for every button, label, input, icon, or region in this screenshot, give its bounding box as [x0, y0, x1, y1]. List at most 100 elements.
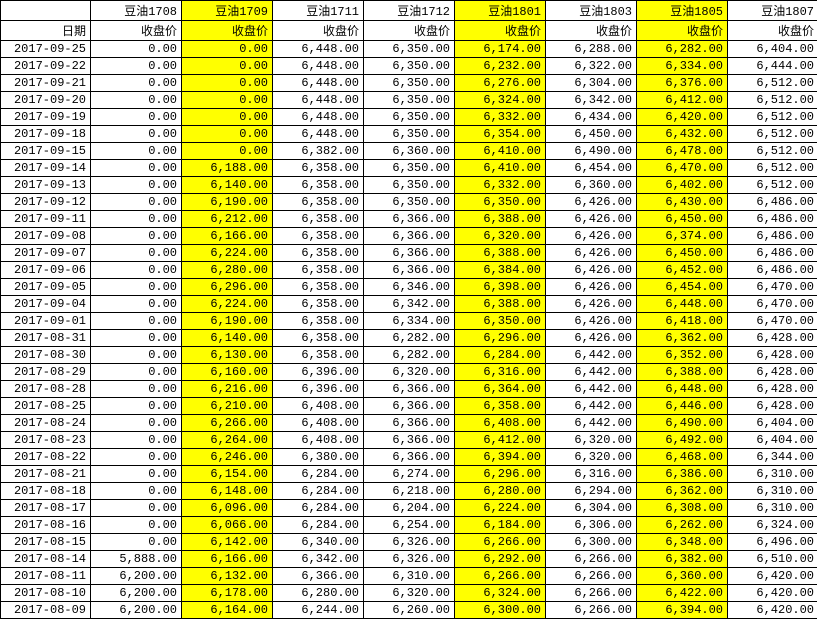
value-cell: 0.00 — [182, 143, 273, 160]
date-cell: 2017-08-30 — [1, 347, 91, 364]
value-cell: 6,490.00 — [546, 143, 637, 160]
table-row: 2017-09-110.006,212.006,358.006,366.006,… — [1, 211, 817, 228]
value-cell: 6,362.00 — [637, 483, 728, 500]
value-cell: 6,442.00 — [546, 364, 637, 381]
value-cell: 6,200.00 — [91, 602, 182, 619]
date-cell: 2017-09-13 — [1, 177, 91, 194]
value-cell: 6,316.00 — [546, 466, 637, 483]
value-cell: 6,254.00 — [364, 517, 455, 534]
value-cell: 6,426.00 — [546, 245, 637, 262]
value-cell: 6,426.00 — [546, 228, 637, 245]
table-row: 2017-09-050.006,296.006,358.006,346.006,… — [1, 279, 817, 296]
value-cell: 0.00 — [91, 347, 182, 364]
contract-header: 豆油1807 — [728, 1, 817, 21]
value-cell: 6,448.00 — [273, 92, 364, 109]
table-row: 2017-08-106,200.006,178.006,280.006,320.… — [1, 585, 817, 602]
value-cell: 0.00 — [91, 109, 182, 126]
value-cell: 6,284.00 — [273, 500, 364, 517]
value-cell: 6,420.00 — [728, 568, 817, 585]
value-cell: 6,448.00 — [273, 109, 364, 126]
value-cell: 6,360.00 — [637, 568, 728, 585]
value-cell: 6,140.00 — [182, 177, 273, 194]
value-cell: 6,292.00 — [455, 551, 546, 568]
value-cell: 6,412.00 — [455, 432, 546, 449]
value-cell: 6,350.00 — [364, 92, 455, 109]
value-cell: 6,428.00 — [728, 347, 817, 364]
value-cell: 6,350.00 — [455, 313, 546, 330]
table-row: 2017-08-150.006,142.006,340.006,326.006,… — [1, 534, 817, 551]
value-cell: 6,320.00 — [546, 432, 637, 449]
value-cell: 0.00 — [182, 126, 273, 143]
value-cell: 6,388.00 — [637, 364, 728, 381]
value-cell: 6,130.00 — [182, 347, 273, 364]
value-cell: 0.00 — [91, 41, 182, 58]
table-row: 2017-09-060.006,280.006,358.006,366.006,… — [1, 262, 817, 279]
table-row: 2017-09-250.000.006,448.006,350.006,174.… — [1, 41, 817, 58]
value-cell: 6,452.00 — [637, 262, 728, 279]
date-cell: 2017-08-23 — [1, 432, 91, 449]
value-cell: 0.00 — [91, 58, 182, 75]
table-row: 2017-08-210.006,154.006,284.006,274.006,… — [1, 466, 817, 483]
table-row: 2017-08-180.006,148.006,284.006,218.006,… — [1, 483, 817, 500]
value-cell: 6,366.00 — [364, 245, 455, 262]
value-cell: 6,510.00 — [728, 551, 817, 568]
value-cell: 6,382.00 — [637, 551, 728, 568]
value-cell: 6,382.00 — [273, 143, 364, 160]
value-cell: 6,394.00 — [637, 602, 728, 619]
value-cell: 6,366.00 — [364, 432, 455, 449]
header-empty — [1, 1, 91, 21]
table-row: 2017-09-190.000.006,448.006,350.006,332.… — [1, 109, 817, 126]
value-cell: 0.00 — [91, 398, 182, 415]
value-cell: 6,470.00 — [728, 313, 817, 330]
date-cell: 2017-09-06 — [1, 262, 91, 279]
contract-header: 豆油1712 — [364, 1, 455, 21]
date-cell: 2017-08-15 — [1, 534, 91, 551]
value-cell: 6,426.00 — [546, 279, 637, 296]
value-cell: 6,450.00 — [637, 211, 728, 228]
table-row: 2017-08-230.006,264.006,408.006,366.006,… — [1, 432, 817, 449]
value-cell: 6,428.00 — [728, 330, 817, 347]
table-row: 2017-09-200.000.006,448.006,350.006,324.… — [1, 92, 817, 109]
close-price-header: 收盘价 — [364, 21, 455, 41]
value-cell: 0.00 — [182, 58, 273, 75]
date-cell: 2017-09-14 — [1, 160, 91, 177]
date-cell: 2017-09-18 — [1, 126, 91, 143]
value-cell: 6,334.00 — [637, 58, 728, 75]
value-cell: 6,282.00 — [364, 347, 455, 364]
value-cell: 6,224.00 — [182, 296, 273, 313]
value-cell: 6,266.00 — [182, 415, 273, 432]
value-cell: 6,404.00 — [728, 415, 817, 432]
date-cell: 2017-09-19 — [1, 109, 91, 126]
table-row: 2017-08-096,200.006,164.006,244.006,260.… — [1, 602, 817, 619]
value-cell: 6,396.00 — [273, 381, 364, 398]
table-row: 2017-09-040.006,224.006,358.006,342.006,… — [1, 296, 817, 313]
value-cell: 0.00 — [91, 500, 182, 517]
value-cell: 6,342.00 — [364, 296, 455, 313]
value-cell: 6,200.00 — [91, 585, 182, 602]
table-row: 2017-09-220.000.006,448.006,350.006,232.… — [1, 58, 817, 75]
value-cell: 0.00 — [91, 245, 182, 262]
value-cell: 6,490.00 — [637, 415, 728, 432]
value-cell: 6,386.00 — [637, 466, 728, 483]
value-cell: 6,350.00 — [364, 109, 455, 126]
value-cell: 6,358.00 — [273, 211, 364, 228]
value-cell: 6,164.00 — [182, 602, 273, 619]
date-cell: 2017-09-21 — [1, 75, 91, 92]
value-cell: 0.00 — [91, 432, 182, 449]
value-cell: 0.00 — [91, 92, 182, 109]
value-cell: 5,888.00 — [91, 551, 182, 568]
value-cell: 6,366.00 — [364, 381, 455, 398]
value-cell: 6,344.00 — [728, 449, 817, 466]
value-cell: 6,486.00 — [728, 194, 817, 211]
value-cell: 0.00 — [91, 177, 182, 194]
value-cell: 6,282.00 — [364, 330, 455, 347]
close-price-header: 收盘价 — [273, 21, 364, 41]
value-cell: 6,448.00 — [273, 58, 364, 75]
date-cell: 2017-08-31 — [1, 330, 91, 347]
value-cell: 6,422.00 — [637, 585, 728, 602]
value-cell: 6,394.00 — [455, 449, 546, 466]
value-cell: 6,512.00 — [728, 160, 817, 177]
value-cell: 0.00 — [91, 262, 182, 279]
value-cell: 6,362.00 — [637, 330, 728, 347]
value-cell: 6,346.00 — [364, 279, 455, 296]
